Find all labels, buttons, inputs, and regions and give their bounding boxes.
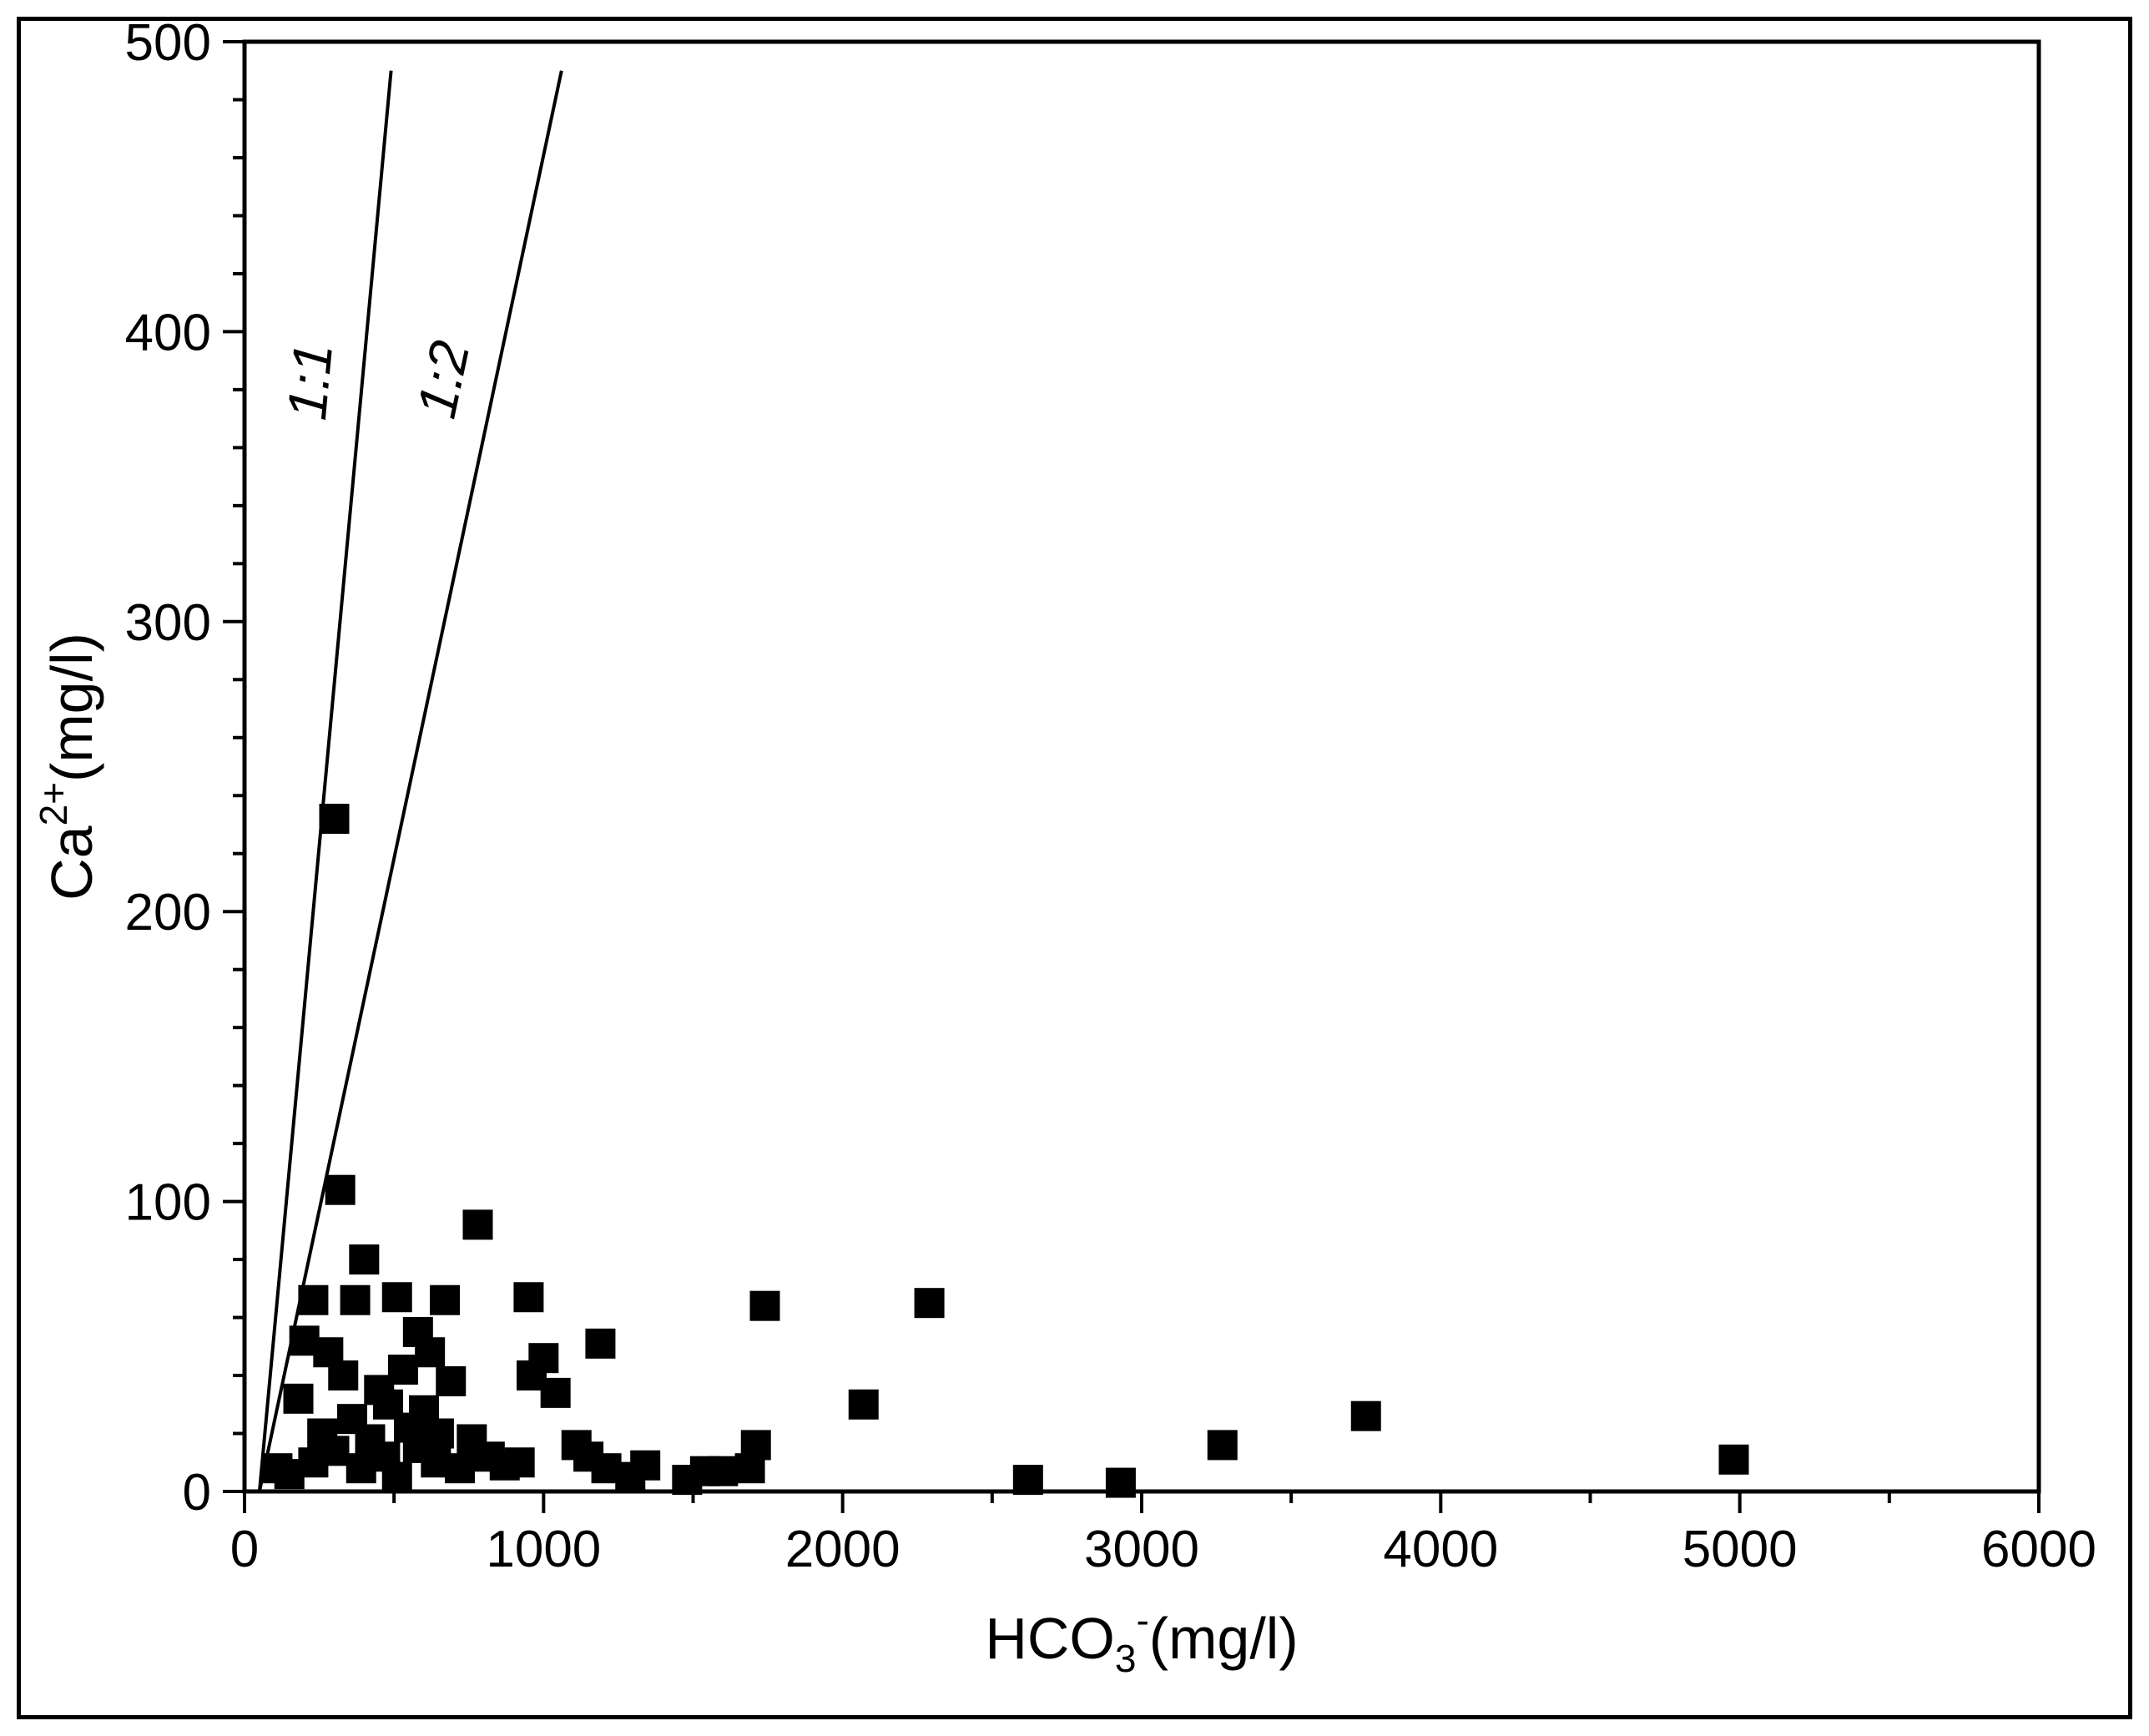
data-point [340, 1284, 371, 1315]
x-tick-label: 4000 [1383, 1521, 1498, 1578]
data-point [504, 1447, 535, 1478]
y-tick-label: 200 [125, 884, 211, 941]
data-point [708, 1456, 739, 1486]
data-point [585, 1328, 616, 1359]
data-point [328, 1360, 359, 1391]
data-point [740, 1430, 771, 1461]
y-axis-title: Ca2+(mg/l) [32, 633, 104, 901]
data-point [1207, 1430, 1238, 1461]
y-tick-label: 300 [125, 594, 211, 652]
y-tick-label: 500 [125, 14, 211, 72]
y-axis-title-text: Ca2+(mg/l) [32, 633, 104, 901]
data-point [1012, 1465, 1043, 1496]
data-point [319, 804, 350, 835]
data-point [630, 1450, 661, 1481]
data-point [298, 1284, 329, 1315]
y-tick-label: 400 [125, 304, 211, 361]
reference-lines: 1:1 1:2 [257, 70, 563, 1492]
data-point [430, 1284, 461, 1315]
x-tick-label: 6000 [1981, 1521, 2096, 1578]
y-tick-label: 0 [183, 1464, 211, 1522]
data-point [415, 1337, 446, 1368]
data-point [749, 1290, 780, 1321]
x-tick-label: 5000 [1682, 1521, 1798, 1578]
y-axis-ticks: 0 100 200 300 400 500 [125, 14, 245, 1522]
data-point [914, 1288, 945, 1319]
data-point [319, 1436, 350, 1466]
x-tick-label: 1000 [486, 1521, 601, 1578]
plot-area-frame [242, 39, 2041, 1494]
data-point [445, 1453, 475, 1484]
data-point [436, 1365, 467, 1396]
x-axis-ticks: 0 1000 2000 3000 4000 5000 6000 [230, 1491, 2096, 1578]
data-point [381, 1461, 412, 1492]
data-point [283, 1383, 314, 1414]
x-tick-label: 3000 [1084, 1521, 1199, 1578]
data-point [513, 1282, 544, 1313]
data-point [349, 1244, 380, 1275]
data-point [387, 1355, 418, 1385]
data-point [528, 1343, 559, 1374]
x-tick-label: 0 [230, 1521, 259, 1578]
x-axis-title-text: HCO3-(mg/l) [985, 1598, 1298, 1680]
data-point [274, 1459, 305, 1490]
data-point [381, 1282, 412, 1313]
data-point [848, 1389, 879, 1420]
data-point [462, 1209, 493, 1240]
reference-line-label: 1:1 [275, 341, 344, 422]
data-point [1350, 1400, 1381, 1431]
data-point [540, 1377, 571, 1408]
data-points [262, 804, 1749, 1498]
reference-line [257, 70, 563, 1492]
reference-line-label: 1:2 [405, 336, 481, 423]
x-tick-label: 2000 [785, 1521, 900, 1578]
data-point [1105, 1467, 1136, 1498]
reference-line [257, 70, 393, 1492]
x-axis-title: HCO3-(mg/l) [985, 1598, 1298, 1680]
data-point [325, 1174, 356, 1205]
data-point [1718, 1444, 1749, 1475]
y-tick-label: 100 [125, 1174, 211, 1232]
